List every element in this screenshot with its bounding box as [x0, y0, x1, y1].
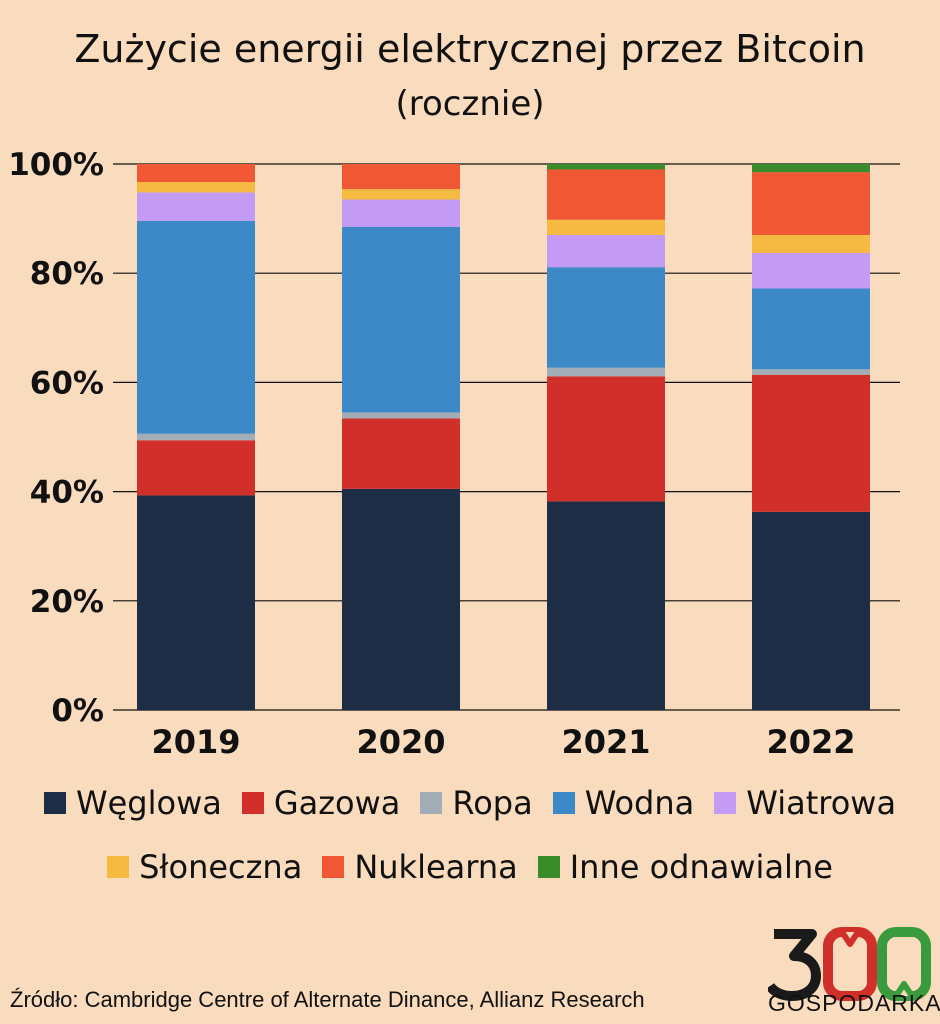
legend-swatch [420, 792, 443, 814]
x-tick-label: 2022 [766, 723, 855, 761]
bar-segment [752, 234, 870, 253]
legend-item: Nuklearna [322, 848, 518, 886]
chart-title: Zużycie energii elektrycznej przez Bitco… [74, 27, 866, 71]
bar-segment [752, 511, 870, 710]
bar-segment [752, 172, 870, 235]
bar-segment [342, 226, 460, 413]
legend-label: Gazowa [273, 784, 401, 822]
bar-segment [137, 164, 255, 183]
legend-row-1: Węglowa Gazowa Ropa Wodna Wiatrowa [0, 784, 940, 822]
legend-label: Słoneczna [139, 848, 303, 886]
legend-label: Inne odnawialne [569, 848, 833, 886]
bar-segment [342, 164, 460, 190]
bar-segment [547, 169, 665, 220]
x-tick-label: 2020 [356, 723, 445, 761]
bar-segment [342, 488, 460, 710]
legend-swatch [241, 792, 264, 814]
legend-swatch [552, 792, 575, 814]
y-tick-label: 40% [30, 475, 104, 511]
legend-item: Wiatrowa [714, 784, 896, 822]
legend-swatch [537, 856, 560, 878]
chart-subtitle: (rocznie) [395, 84, 545, 124]
legend-item: Ropa [420, 784, 533, 822]
x-tick-label: 2021 [561, 723, 650, 761]
legend-item: Wodna [552, 784, 695, 822]
x-axis-ticks: 2019 2020 2021 2022 [151, 723, 855, 761]
bar-segment [137, 220, 255, 434]
x-tick-label: 2019 [151, 723, 240, 761]
bar-segment [342, 189, 460, 200]
bar-segment [547, 234, 665, 268]
legend-label: Ropa [452, 784, 533, 822]
legend-swatch [322, 856, 345, 878]
legend-label: Węglowa [75, 784, 222, 822]
bar-segment [137, 433, 255, 441]
legend-item: Węglowa [43, 784, 222, 822]
bar-segment [547, 267, 665, 368]
bar-segment [547, 367, 665, 377]
bar-segment [547, 376, 665, 502]
bar-segment [752, 369, 870, 375]
stacked-bar-chart: 0% 20% 40% 60% 80% 100% 2019 2020 2021 2022 [8, 147, 900, 761]
bar-segment [342, 412, 460, 419]
y-tick-label: 100% [8, 147, 104, 183]
legend-item: Inne odnawialne [537, 848, 833, 886]
bar-segment [342, 418, 460, 489]
legend-item: Gazowa [241, 784, 401, 822]
y-tick-label: 60% [30, 365, 104, 401]
legend-swatch [107, 856, 130, 878]
bar-segment [752, 252, 870, 289]
bar-segment [137, 182, 255, 193]
bar-segment [137, 192, 255, 221]
logo-wordmark: GOSPODARKA [768, 990, 940, 1016]
y-tick-label: 80% [30, 256, 104, 292]
bar-segment [137, 495, 255, 710]
bar-segment [137, 440, 255, 496]
y-tick-label: 20% [30, 584, 104, 620]
legend-item: Słoneczna [107, 848, 302, 886]
bars [137, 164, 870, 710]
bar-segment [342, 199, 460, 227]
legend-swatch [43, 792, 66, 814]
legend-row-2: Słoneczna Nuklearna Inne odnawialne [0, 848, 940, 886]
y-axis-ticks: 0% 20% 40% 60% 80% 100% [8, 147, 104, 729]
legend-swatch [714, 792, 737, 814]
source-note: Źródło: Cambridge Centre of Alternate Di… [10, 987, 645, 1012]
bar-segment [547, 164, 665, 170]
legend-label: Nuklearna [354, 848, 518, 886]
bar-segment [752, 374, 870, 512]
bar-segment [752, 164, 870, 173]
bar-segment [547, 501, 665, 710]
gospodarka-300-logo-icon [768, 927, 931, 1001]
bar-segment [752, 288, 870, 370]
bar-segment [547, 219, 665, 235]
y-tick-label: 0% [51, 693, 104, 729]
legend-label: Wiatrowa [746, 784, 897, 822]
legend-label: Wodna [584, 784, 695, 822]
